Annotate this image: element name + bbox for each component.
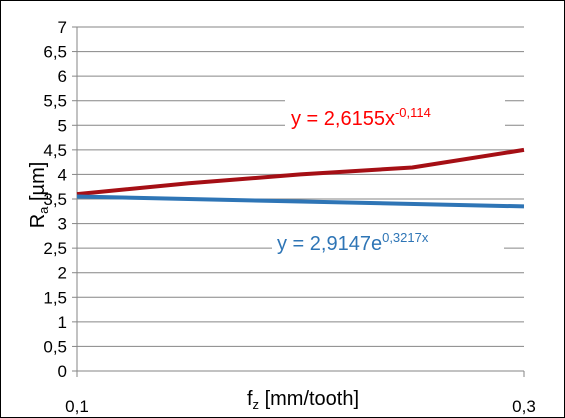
y-tick-label: 5,5 — [43, 92, 67, 111]
y-tick-label: 7 — [58, 18, 67, 37]
equation-box-red: y = 2,6155x-0,114 — [285, 100, 505, 130]
y-tick-label: 2,5 — [43, 239, 67, 258]
y-tick-label: 2 — [58, 264, 67, 283]
y-tick-label: 4,5 — [43, 141, 67, 160]
equation-red: y = 2,6155x-0,114 — [291, 105, 431, 130]
tick-labels: 0 0,5 1 1,5 2 2,5 3 3,5 4 4,5 5 5,5 6 6,5 7 0,1 0,3 — [43, 18, 535, 416]
y-tick-label: 3,5 — [43, 190, 67, 209]
x-tick-label: 0,3 — [512, 397, 536, 416]
y-tick-label: 5 — [58, 116, 67, 135]
series-lines — [76, 147, 525, 209]
y-tick-label: 1 — [58, 313, 67, 332]
equation-blue: y = 2,9147e0,3217x — [277, 230, 429, 255]
y-tick-label: 0 — [58, 362, 67, 381]
series-line-red — [76, 147, 525, 197]
y-tick-label: 1,5 — [43, 288, 67, 307]
y-tick-label: 3 — [58, 215, 67, 234]
y-tick-label: 6,5 — [43, 43, 67, 62]
y-tick-label: 0,5 — [43, 337, 67, 356]
series-line-blue — [76, 194, 525, 209]
equation-box-blue: y = 2,9147e0,3217x — [272, 225, 504, 257]
y-tick-label: 6 — [58, 67, 67, 86]
y-tick-label: 4 — [58, 165, 67, 184]
x-axis-title: fz [mm/tooth] — [247, 388, 359, 412]
axes — [72, 26, 525, 377]
x-tick-label: 0,1 — [65, 397, 89, 416]
y-axis-title: Ra [µm] — [27, 162, 51, 229]
